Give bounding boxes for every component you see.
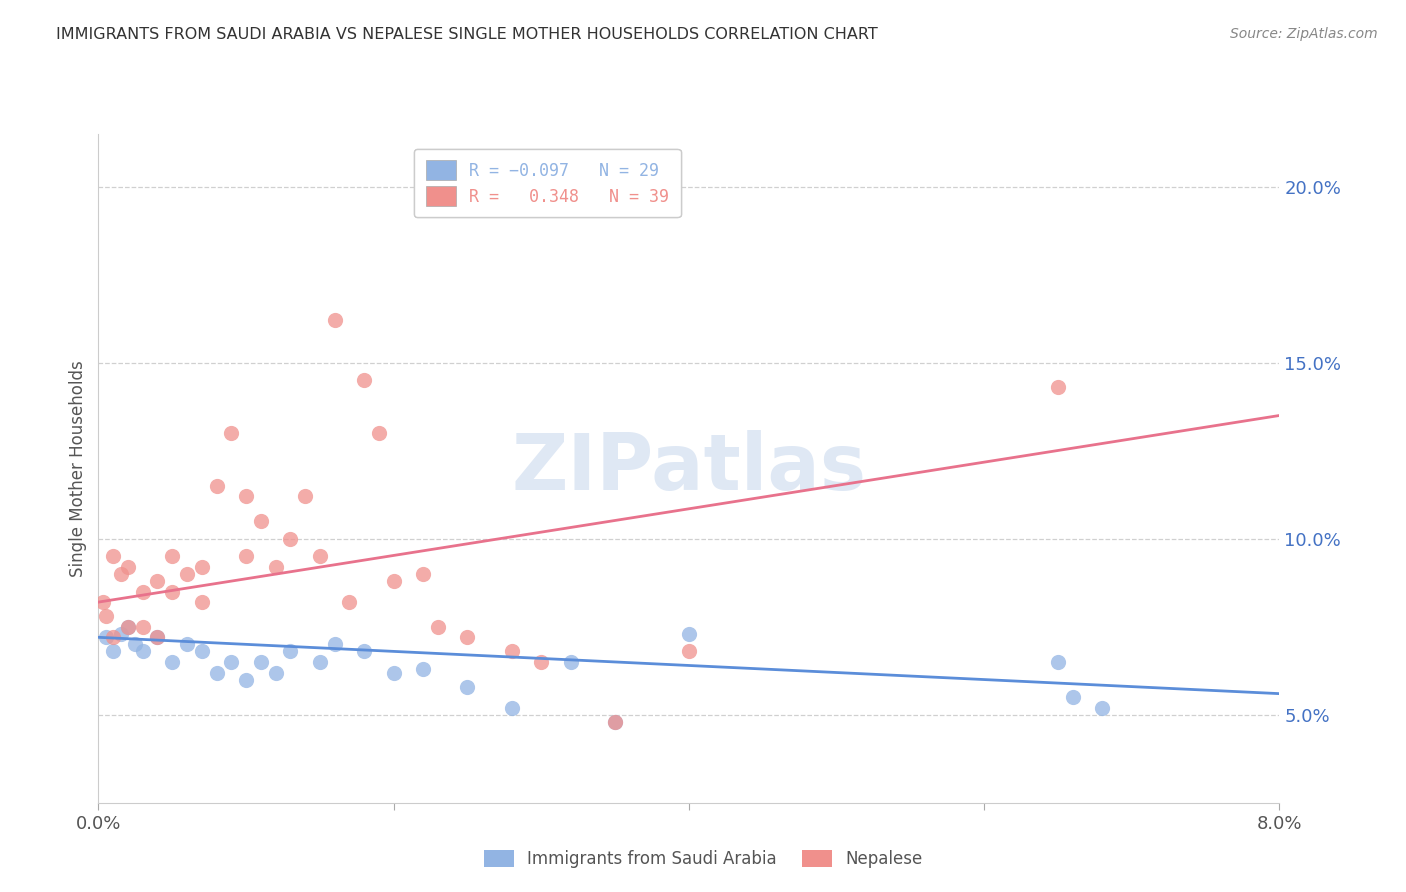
Point <box>353 644 375 658</box>
Point <box>191 560 214 574</box>
Point <box>219 426 242 441</box>
Point <box>132 620 155 634</box>
Point <box>264 560 287 574</box>
Point <box>191 644 214 658</box>
Point <box>94 609 117 624</box>
Point <box>412 566 434 581</box>
Point <box>1062 690 1084 705</box>
Point <box>162 655 183 669</box>
Point <box>530 655 553 669</box>
Text: Source: ZipAtlas.com: Source: ZipAtlas.com <box>1230 27 1378 41</box>
Point <box>205 665 228 680</box>
Point <box>103 644 124 658</box>
Point <box>501 700 523 714</box>
Text: IMMIGRANTS FROM SAUDI ARABIA VS NEPALESE SINGLE MOTHER HOUSEHOLDS CORRELATION CH: IMMIGRANTS FROM SAUDI ARABIA VS NEPALESE… <box>56 27 877 42</box>
Point <box>191 595 214 609</box>
Point <box>308 655 332 669</box>
Point <box>412 662 434 676</box>
Point <box>250 514 273 528</box>
Point <box>132 644 155 658</box>
Point <box>176 566 198 581</box>
Point <box>678 644 700 658</box>
Text: ZIPatlas: ZIPatlas <box>512 430 866 507</box>
Point <box>117 560 139 574</box>
Point <box>353 373 375 387</box>
Point <box>456 630 478 644</box>
Point <box>278 644 301 658</box>
Point <box>605 714 627 729</box>
Point <box>146 574 169 588</box>
Point <box>382 665 405 680</box>
Point <box>501 644 523 658</box>
Point <box>205 479 228 493</box>
Point <box>117 620 139 634</box>
Point <box>103 549 124 564</box>
Point <box>94 630 117 644</box>
Point <box>1091 700 1114 714</box>
Point <box>162 584 183 599</box>
Point <box>110 566 132 581</box>
Y-axis label: Single Mother Households: Single Mother Households <box>69 360 87 576</box>
Point <box>235 673 257 687</box>
Point <box>110 627 132 641</box>
Legend: Immigrants from Saudi Arabia, Nepalese: Immigrants from Saudi Arabia, Nepalese <box>477 843 929 875</box>
Point <box>103 630 124 644</box>
Point <box>678 627 700 641</box>
Point <box>456 680 478 694</box>
Point <box>337 595 360 609</box>
Point <box>91 595 114 609</box>
Point <box>162 549 183 564</box>
Point <box>560 655 582 669</box>
Point <box>382 574 405 588</box>
Point <box>1046 655 1069 669</box>
Point <box>898 814 921 828</box>
Point <box>1046 380 1069 394</box>
Point <box>323 313 346 327</box>
Point <box>117 620 139 634</box>
Point <box>219 655 242 669</box>
Point <box>308 549 332 564</box>
Point <box>323 637 346 651</box>
Point <box>124 637 146 651</box>
Point <box>264 665 287 680</box>
Point <box>235 490 257 504</box>
Point <box>605 714 627 729</box>
Point <box>367 426 389 441</box>
Point <box>176 637 198 651</box>
Point <box>235 549 257 564</box>
Point <box>132 584 155 599</box>
Point <box>146 630 169 644</box>
Point <box>294 490 316 504</box>
Point <box>426 620 449 634</box>
Point <box>146 630 169 644</box>
Point <box>250 655 273 669</box>
Legend: R = −0.097   N = 29, R =   0.348   N = 39: R = −0.097 N = 29, R = 0.348 N = 39 <box>413 149 681 218</box>
Point <box>278 532 301 546</box>
